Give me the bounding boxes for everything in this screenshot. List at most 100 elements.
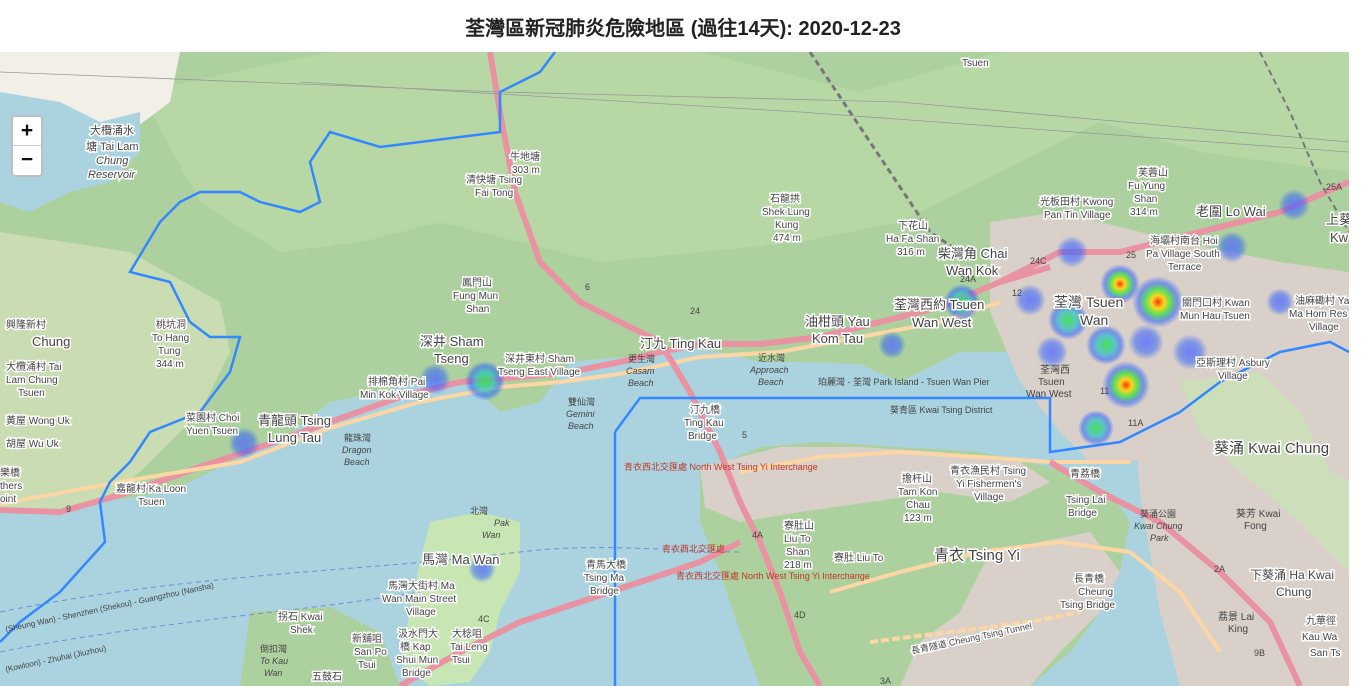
label-shek-lung-kung-3: Kung — [775, 220, 798, 231]
label-gemini-beach-1: 雙仙灣 — [568, 396, 595, 407]
label-dragon-beach-2: Dragon — [342, 445, 372, 455]
route-shield-4C: 4C — [478, 614, 490, 624]
label-ha-kwai-chung-1: 下葵涌 Ha Kwai — [1250, 568, 1334, 582]
label-tsing-fai-tong-2: Fai Tong — [475, 188, 513, 199]
label-to-kau-wan-3: Wan — [264, 668, 282, 678]
label-ngau-tam-mei-2: 303 m — [512, 165, 540, 176]
route-shield-25A: 25A — [1326, 182, 1342, 192]
hs-sham-tseng — [465, 361, 505, 401]
road-label-nw-tsing-yi-3: 青衣西北交匯處 North West Tsing Yi Interchange — [676, 570, 870, 581]
label-fishermens-2: Yi Fishermen's — [956, 479, 1021, 490]
label-asbury-2: Village — [1218, 371, 1248, 382]
route-shield-5: 5 — [742, 430, 747, 440]
label-tw-west-station-3: Wan West — [1026, 389, 1072, 400]
label-wong-uk: 黃屋 Wong Uk — [6, 414, 71, 427]
label-tai-lam-chung-reservoir-1: 大欖涌水 — [90, 123, 134, 137]
label-san-po-2: San Po — [354, 647, 387, 658]
lantau-corner — [240, 607, 400, 686]
label-min-kok-1: 排棉角村 Pai — [368, 375, 425, 388]
label-tsing-ma-1: 青馬大橋 — [586, 558, 626, 571]
hs-tsuen-wan-west — [944, 284, 980, 320]
route-shield-9B: 9B — [1254, 648, 1265, 658]
power-line-2 — [299, 81, 1349, 153]
label-pak-wan-2: Pak — [494, 518, 510, 528]
power-line — [0, 71, 1349, 143]
label-tsing-lai-1: 青荔橋 — [1070, 467, 1100, 480]
label-tsing-ma-2: Tsing Ma — [584, 573, 624, 584]
label-tsing-lung-tau-1: 青龍頭 Tsing — [258, 413, 331, 428]
label-kau-wa-2: Kau Wa — [1302, 632, 1338, 643]
label-sham-tseng-east-1: 深井東村 Sham — [505, 352, 574, 365]
label-kap-shui-mun-4: Bridge — [402, 668, 431, 679]
tunnel-road — [869, 610, 1081, 644]
label-ma-wan-main-3: Village — [406, 607, 436, 618]
label-asbury-1: 亞斯理村 Asbury — [1196, 356, 1270, 369]
label-tw-west-station-1: 荃灣西 — [1040, 363, 1070, 376]
page-title: 荃灣區新冠肺炎危險地區 (過往14天): 2020-12-23 — [465, 17, 901, 40]
label-tam-kon-chau-2: Tam Kon — [898, 487, 937, 498]
label-tsing-yi: 青衣 Tsing Yi — [934, 547, 1020, 564]
hills-light — [140, 52, 1349, 262]
label-fu-yung-shan-2: Fu Yung — [1128, 181, 1165, 192]
label-lai-king-2: King — [1228, 624, 1248, 635]
label-hoi-pa-2: Pa Village South — [1146, 249, 1220, 260]
label-kwai-tsing-district: 葵青區 Kwai Tsing District — [890, 404, 993, 415]
label-ma-hom-1: 油麻磡村 Yau — [1295, 294, 1349, 307]
route-shield-24C: 24C — [1030, 256, 1047, 266]
label-casam-beach-1: 更生灣 — [628, 353, 655, 364]
hs-tw-8 — [1036, 336, 1068, 368]
zoom-in-button[interactable]: + — [13, 117, 41, 146]
label-tai-lam-chung-reservoir-4: Reservoir — [88, 169, 136, 181]
west-land — [0, 232, 230, 512]
label-approach-beach-2: Approach — [749, 365, 789, 375]
label-tai-lam-chung-tsuen-1: 大欖涌村 Tai — [6, 360, 62, 373]
route-shield-25: 25 — [1126, 250, 1136, 260]
label-fishermens-1: 青衣漁民村 Tsing — [950, 464, 1026, 477]
label-tai-lam-chung-tsuen-2: Lam Chung — [6, 375, 58, 386]
label-choi-yuen-2: Yuen Tsuen — [186, 426, 238, 437]
label-hoi-pa-1: 海壩村南台 Hoi — [1150, 234, 1218, 247]
label-to-hang-tung-3: Tung — [158, 346, 180, 357]
label-sham-tseng-2: Tseng — [434, 351, 469, 366]
route-shield-4D: 4D — [794, 610, 806, 620]
route-shield-24: 24 — [690, 306, 700, 316]
route-shield-3A: 3A — [880, 676, 891, 686]
label-wu-uk: 胡屋 Wu Uk — [6, 437, 60, 450]
ferry-route-line — [0, 547, 741, 613]
hs-tw-5 — [1086, 325, 1126, 365]
route-shield-2A: 2A — [1214, 564, 1225, 574]
route-shield-11A: 11A — [1128, 418, 1143, 428]
map-canvas[interactable]: 大欖涌水 塘 Tai Lam Chung Reservoir 牛地塘 303 m… — [0, 52, 1349, 686]
label-tsuen-wan-1: 荃灣 Tsuen — [1054, 294, 1123, 310]
label-ma-hom-2: Ma Hom Res — [1289, 309, 1347, 320]
label-fu-yung-shan-3: Shan — [1134, 194, 1157, 205]
label-ka-loon-2: Tsuen — [138, 497, 165, 508]
label-to-kau-wan-2: To Kau — [260, 656, 288, 666]
label-others-3: oint — [0, 494, 16, 505]
label-casam-beach-2: Casam — [626, 366, 655, 376]
route-shield-6: 6 — [585, 282, 590, 292]
route-shield-11: 11 — [1100, 386, 1109, 396]
label-chung: Chung — [32, 334, 70, 349]
label-ka-loon-1: 嘉龍村 Ka Loon — [116, 482, 186, 495]
label-kap-shui-mun-1: 汲水門大 — [398, 627, 438, 640]
label-to-hang-tung-1: 桃坑洞 — [156, 318, 186, 331]
label-tsuen-wan-west-1: 荃灣西約 Tsuen — [894, 297, 984, 312]
label-tai-lam-chung-reservoir-2: 塘 Tai Lam — [86, 139, 139, 153]
hs-fu-yung — [1278, 189, 1310, 221]
label-shek-lei-2: Chung — [32, 334, 70, 349]
tsing-yi-road — [829, 539, 1222, 654]
zoom-out-button[interactable]: − — [20, 148, 34, 171]
label-fu-yung-shan-4: 314 m — [1130, 207, 1158, 218]
label-others-1: 樂橋 — [0, 466, 20, 479]
label-ting-kau: 汀九 Ting Kau — [640, 336, 721, 351]
label-cheung-tsing-2: Cheung — [1078, 587, 1113, 598]
label-tsuen-wan-2: Wan — [1080, 312, 1108, 328]
tsing-yi-north — [739, 449, 1130, 474]
label-others-2: thers — [0, 481, 22, 492]
hs-tw-1 — [1014, 284, 1046, 316]
tsing-yi-south-urban — [900, 532, 1120, 686]
label-ting-kau-bridge-2: Ting Kau — [684, 418, 724, 429]
label-yau-kom-tau-2: Kom Tau — [812, 331, 863, 346]
label-pak-wan-1: 北灣 — [470, 505, 488, 516]
